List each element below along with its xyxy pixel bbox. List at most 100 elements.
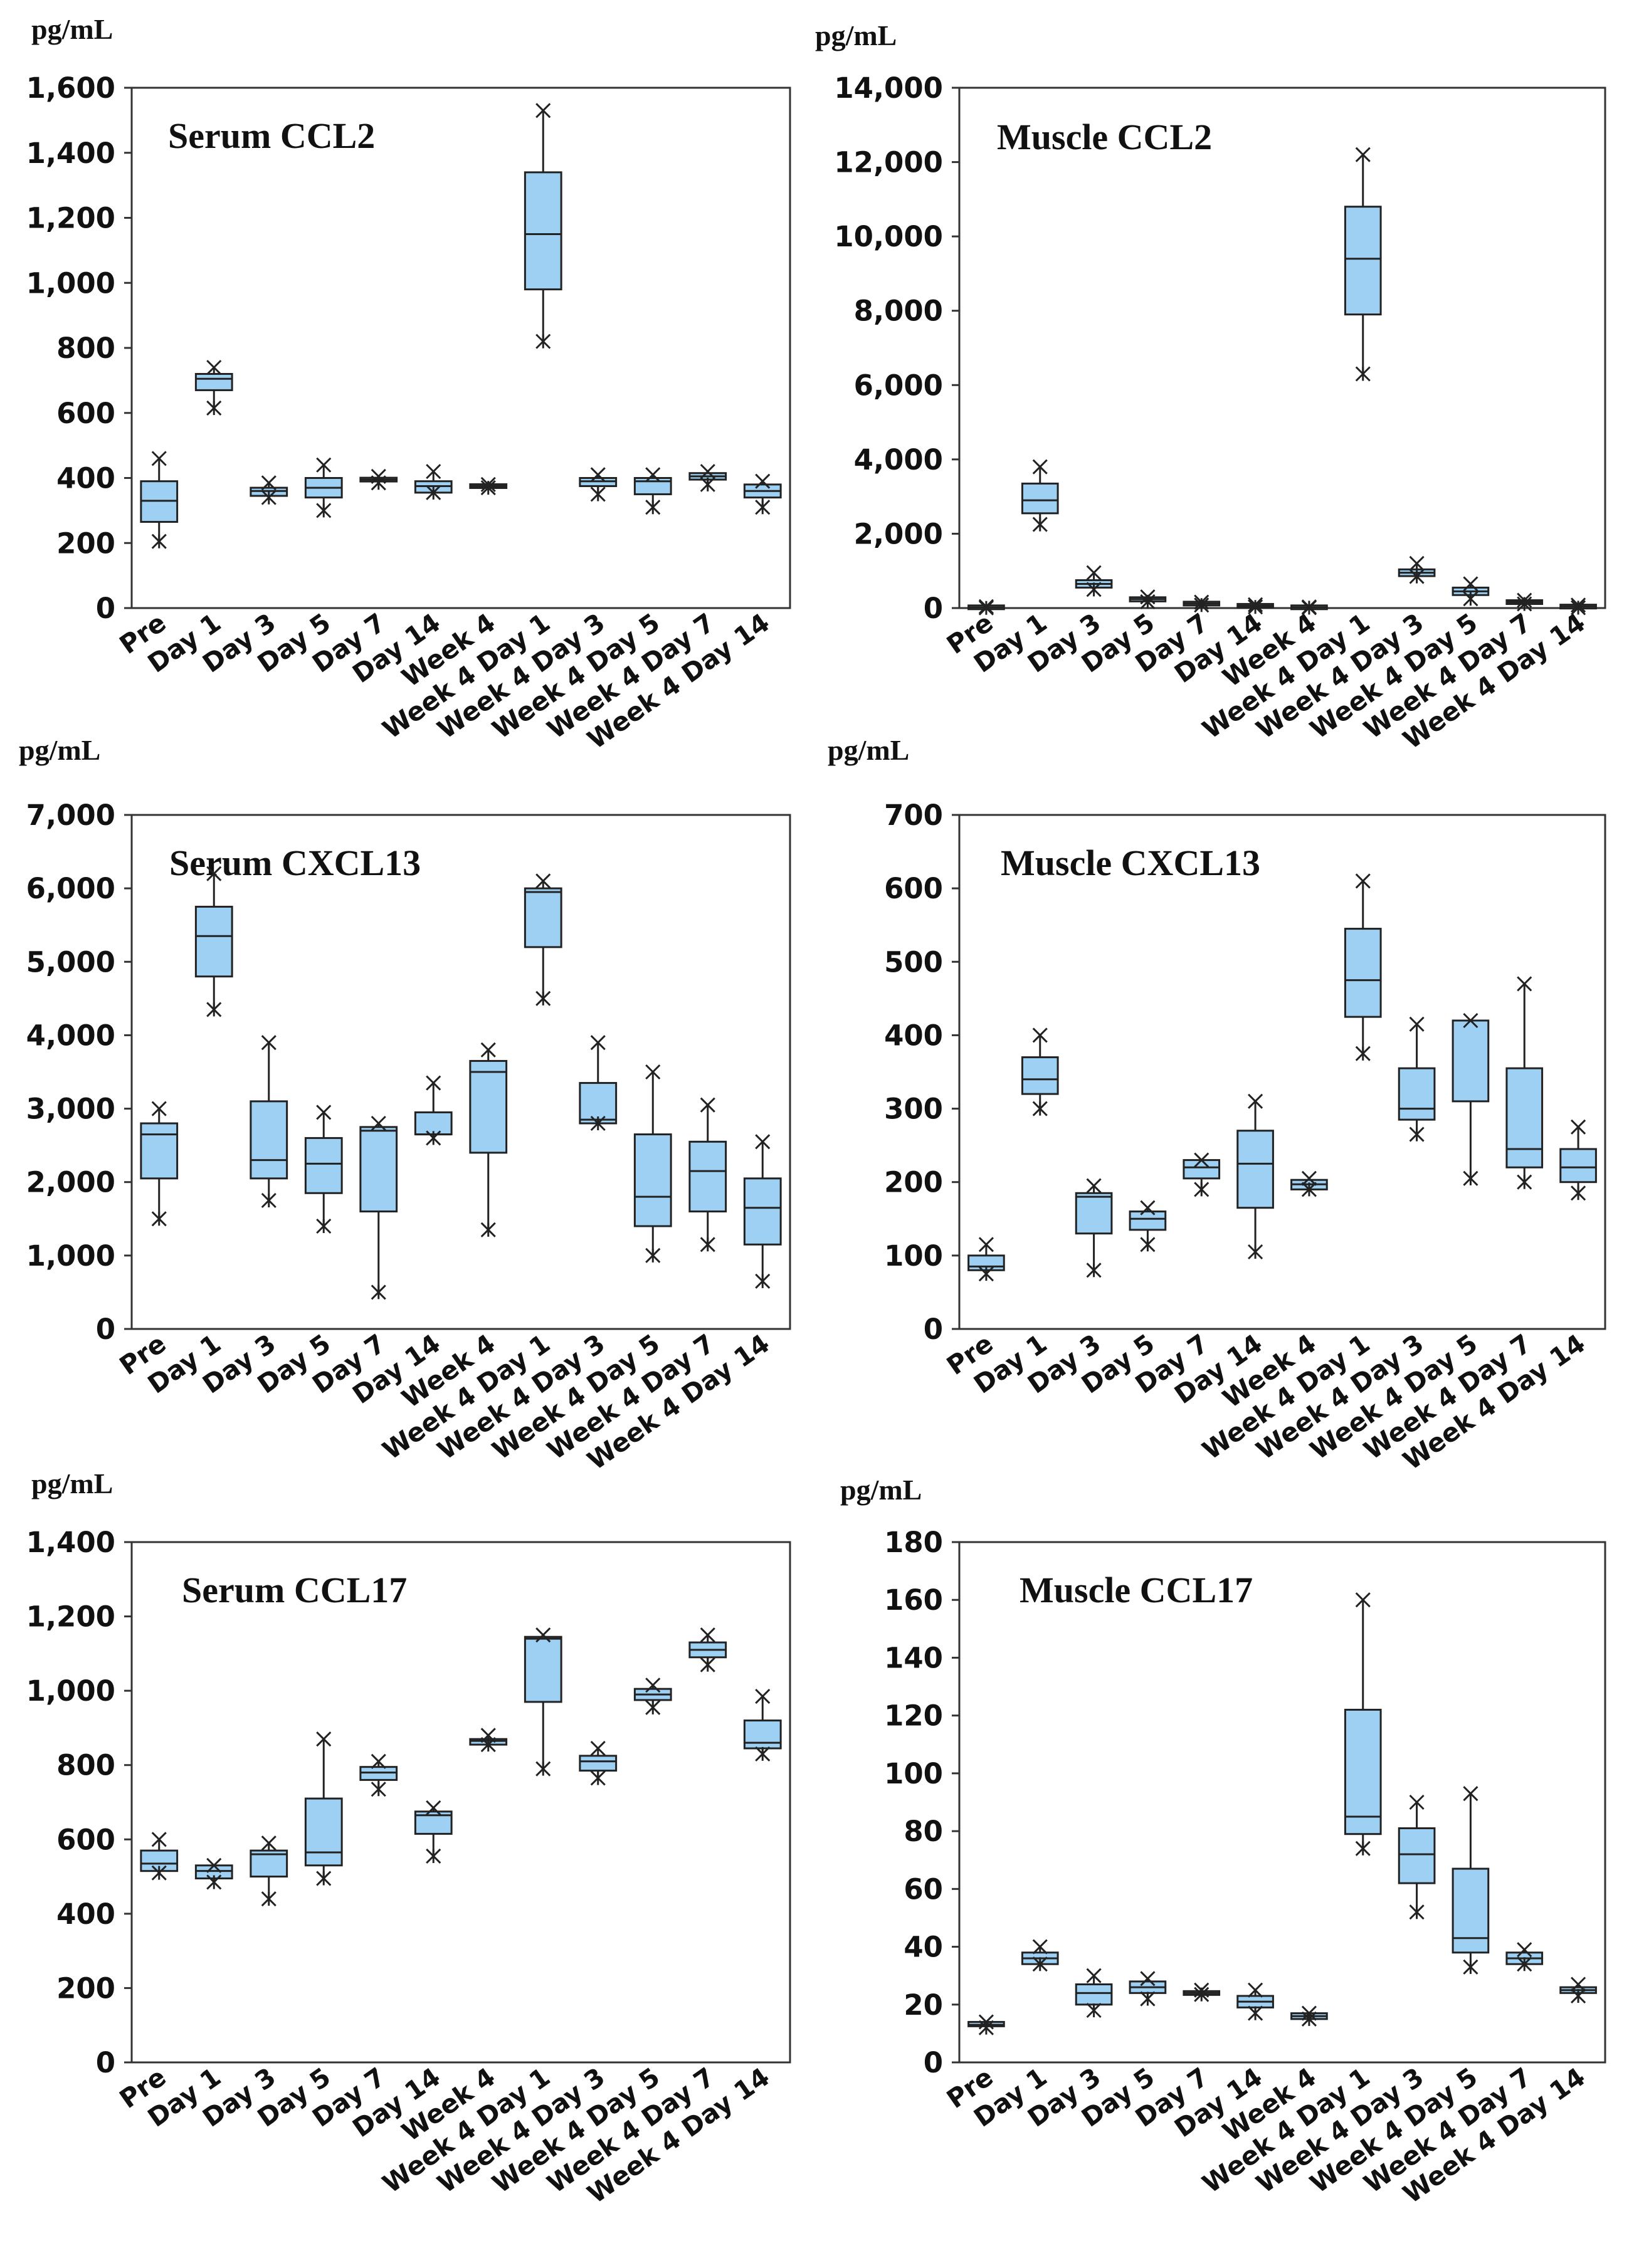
- box-group: [304, 1731, 343, 1886]
- box-iqr: [304, 1137, 343, 1194]
- max-marker: [371, 1753, 386, 1769]
- y-tick-label: 1,000: [26, 1674, 115, 1708]
- min-marker: [151, 1865, 167, 1881]
- min-marker: [755, 500, 771, 515]
- min-marker: [535, 333, 551, 349]
- box-group: [579, 1035, 618, 1131]
- y-tick-label: 0: [96, 592, 115, 625]
- y-tick-label: 80: [904, 1815, 943, 1848]
- min-marker: [206, 400, 222, 416]
- box-group: [140, 1832, 179, 1881]
- box-group: [1183, 594, 1221, 613]
- min-marker: [1140, 594, 1156, 609]
- max-marker: [206, 360, 222, 375]
- box-group: [1559, 597, 1597, 616]
- box-group: [1183, 1982, 1221, 2002]
- box-group: [1129, 1971, 1167, 2007]
- max-marker: [426, 1800, 441, 1815]
- min-marker: [206, 1002, 222, 1017]
- max-marker: [700, 464, 715, 480]
- max-marker: [1032, 1027, 1048, 1043]
- y-unit-label: pg/mL: [815, 19, 897, 51]
- y-tick-label: 4,000: [26, 1019, 115, 1052]
- min-marker: [645, 1247, 661, 1263]
- max-marker: [1301, 1170, 1317, 1186]
- y-tick-label: 200: [884, 1166, 943, 1199]
- max-marker: [535, 1627, 551, 1643]
- min-marker: [480, 480, 496, 496]
- box-iqr: [1129, 1210, 1167, 1231]
- max-marker: [590, 467, 606, 483]
- box-group: [579, 467, 618, 502]
- box-group: [1452, 576, 1490, 607]
- box-group: [194, 1857, 233, 1890]
- max-marker: [1140, 1200, 1156, 1215]
- plot-area: [130, 814, 791, 1330]
- box-group: [1344, 147, 1382, 382]
- min-marker: [590, 1770, 606, 1786]
- box-group: [1236, 1093, 1274, 1260]
- box-iqr: [1505, 1067, 1544, 1168]
- min-marker: [755, 1273, 771, 1289]
- y-tick-label: 500: [884, 945, 943, 979]
- box-group: [1505, 592, 1544, 612]
- min-marker: [426, 1848, 441, 1864]
- min-marker: [1571, 1185, 1586, 1201]
- box-iqr: [469, 1059, 508, 1154]
- box-iqr: [250, 1100, 288, 1180]
- max-marker: [1463, 1786, 1478, 1802]
- max-marker: [700, 1627, 715, 1643]
- chart-title: Muscle CXCL13: [1001, 843, 1260, 883]
- box-group: [743, 1134, 782, 1289]
- min-marker: [1140, 1237, 1156, 1252]
- box-iqr: [304, 1797, 343, 1867]
- min-marker: [480, 1222, 496, 1237]
- min-marker: [1086, 1263, 1102, 1278]
- min-marker: [1463, 1170, 1478, 1186]
- box-iqr: [524, 887, 562, 948]
- box-group: [194, 866, 233, 1017]
- y-tick-label: 1,400: [26, 137, 115, 170]
- y-tick-label: 600: [56, 397, 115, 430]
- box-group: [1344, 1592, 1382, 1856]
- max-marker: [755, 1134, 771, 1150]
- min-marker: [316, 1218, 332, 1234]
- min-marker: [1194, 597, 1209, 613]
- min-marker: [1301, 1182, 1317, 1197]
- min-marker: [700, 1237, 715, 1252]
- y-tick-label: 600: [56, 1823, 115, 1856]
- box-group: [967, 1237, 1005, 1282]
- min-marker: [978, 600, 994, 616]
- box-iqr: [1021, 482, 1059, 515]
- y-unit-label: pg/mL: [19, 734, 101, 766]
- y-unit-label: pg/mL: [840, 1474, 922, 1506]
- y-tick-label: 160: [884, 1583, 943, 1617]
- box-iqr: [743, 1177, 782, 1246]
- box-group: [1290, 1170, 1328, 1197]
- chart-title: Serum CCL17: [182, 1570, 407, 1610]
- max-marker: [1571, 1977, 1586, 1992]
- box-iqr: [194, 373, 233, 391]
- max-marker: [645, 1677, 661, 1693]
- min-marker: [1032, 1101, 1048, 1116]
- min-marker: [426, 1130, 441, 1146]
- box-iqr: [1075, 1192, 1113, 1235]
- min-marker: [1301, 2011, 1317, 2027]
- y-tick-label: 3,000: [26, 1093, 115, 1126]
- min-marker: [1194, 1987, 1209, 2002]
- max-marker: [590, 1740, 606, 1756]
- y-tick-label: 1,000: [26, 1239, 115, 1273]
- box-group: [250, 1835, 288, 1907]
- box-group: [1452, 1012, 1490, 1186]
- min-marker: [151, 1211, 167, 1227]
- plot-area: [130, 1541, 791, 2064]
- min-marker: [590, 1115, 606, 1131]
- max-marker: [316, 1731, 332, 1747]
- max-marker: [535, 873, 551, 889]
- min-marker: [1517, 1174, 1532, 1190]
- chart-title: Serum CCL2: [168, 115, 375, 156]
- plot-area: [958, 87, 1606, 609]
- y-tick-label: 1,200: [26, 202, 115, 235]
